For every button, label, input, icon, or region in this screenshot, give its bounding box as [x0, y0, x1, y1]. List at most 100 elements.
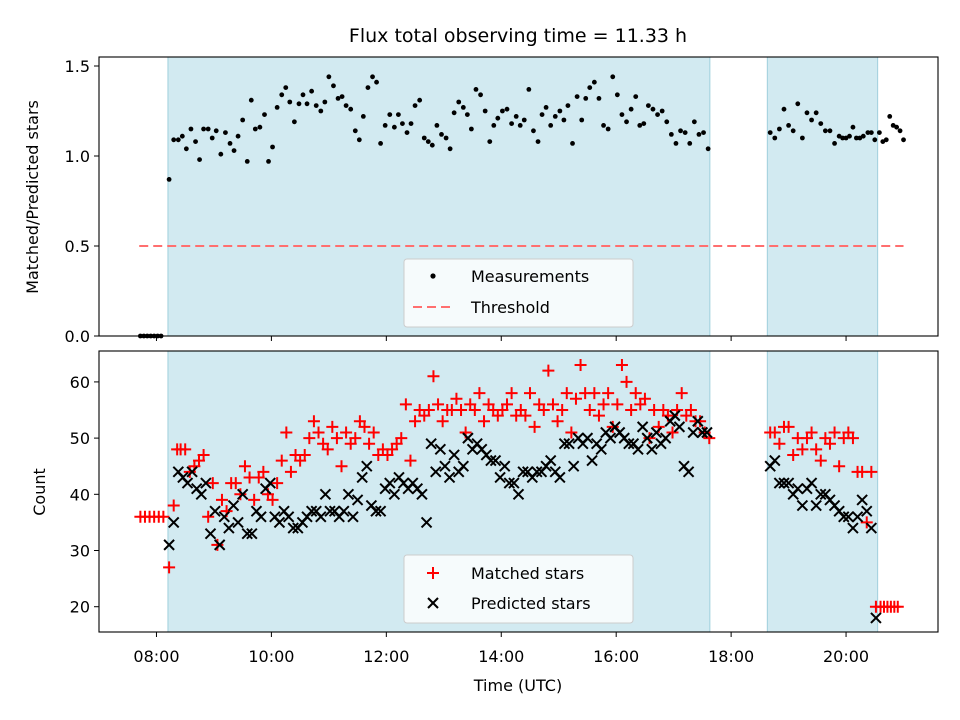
matched-legend-marker [427, 567, 439, 579]
matched-stars-point [638, 392, 651, 405]
matched-stars-point [409, 415, 422, 428]
count-legend-box [403, 554, 634, 624]
measurements-point [365, 85, 371, 90]
y-tick-label: 20 [70, 598, 90, 617]
measurements-point [274, 105, 280, 110]
matched-stars-point [805, 426, 818, 439]
measurements-point [447, 146, 453, 152]
matched-stars-point [335, 460, 348, 473]
matched-stars-point [625, 404, 638, 417]
measurements-point [175, 137, 181, 143]
ratio-panel-frame [98, 56, 939, 337]
measurements-point [894, 124, 900, 130]
ratio-x-ticks [155, 336, 847, 341]
matched-stars-point [275, 454, 288, 467]
measurements-point [619, 112, 625, 117]
matched-stars-point [565, 426, 578, 439]
measurements-point [408, 121, 414, 126]
predicted-stars-point [167, 516, 180, 529]
matched-stars-point [399, 398, 412, 411]
measurements-point [218, 151, 224, 157]
matched-stars-point [684, 404, 697, 417]
measurements-point [370, 74, 375, 80]
measurements-point [624, 119, 629, 125]
predicted-stars-point [356, 471, 368, 484]
measurements-point [614, 92, 620, 98]
measurements-point [901, 137, 906, 143]
matched-stars-point [321, 443, 334, 456]
predicted-stars-point [517, 466, 529, 478]
y-tick-label: 1.0 [65, 147, 90, 166]
measurements-point [287, 99, 293, 105]
measurements-point [587, 85, 593, 90]
measurements-point [641, 121, 647, 126]
predicted-stars-point [246, 527, 258, 540]
measurements-point [300, 92, 306, 98]
predicted-stars-point [632, 443, 644, 456]
ratio-y-label: Matched/Predicted stars [23, 100, 42, 294]
measurements-point [227, 141, 233, 146]
measurements-point [171, 137, 177, 143]
measurements-point [425, 139, 431, 145]
measurements-point [482, 108, 488, 114]
predicted-stars-point [650, 426, 663, 439]
x-axis-label: Time (UTC) [473, 676, 562, 695]
matched-stars-point [422, 404, 435, 417]
predicted-stars-point [512, 488, 525, 501]
measurements-point [495, 115, 501, 121]
matched-stars-point [860, 516, 873, 529]
matched-stars-point [615, 359, 628, 372]
measurements-point [687, 141, 693, 146]
measurements-point [262, 112, 267, 117]
count-y-label: Count [30, 468, 49, 516]
measurements-point [343, 103, 349, 108]
predicted-stars-point [213, 539, 226, 551]
measurements-point [799, 135, 805, 141]
measurements-point [244, 159, 250, 164]
measurements-point [223, 130, 228, 136]
measurements-point [382, 123, 388, 128]
measurements-point [610, 74, 616, 80]
matched-stars-point [828, 426, 841, 439]
predicted-stars-point [181, 477, 194, 489]
predicted-stars-point [200, 477, 212, 489]
predicted-stars-point [544, 454, 557, 467]
measurements-point [840, 135, 846, 141]
matched-stars-point [303, 432, 316, 445]
measurements-point [209, 135, 215, 141]
measurements-point [266, 159, 271, 164]
measurements-point [404, 130, 410, 136]
predicted-stars-point [673, 421, 686, 433]
predicted-stars-point [305, 505, 318, 517]
matched-stars-point [206, 477, 219, 490]
predicted-stars-point [581, 432, 594, 444]
measurements-point [531, 128, 536, 134]
measurements-point [395, 112, 401, 117]
matched-stars-point [782, 420, 795, 433]
predicted-stars-point [462, 432, 474, 444]
measurements-point [248, 97, 254, 103]
measurements-point [655, 112, 660, 117]
measurements-point [696, 132, 702, 137]
predicted-stars-point [856, 494, 868, 506]
measurements-point [813, 110, 819, 116]
predicted-stars-point [769, 454, 781, 467]
predicted-legend-label: Predicted stars [471, 594, 591, 613]
measurements-point [252, 126, 258, 132]
measurements-point [822, 128, 828, 134]
predicted-stars-point [554, 471, 566, 484]
matched-stars-point [468, 404, 481, 417]
measurements-point [356, 137, 362, 143]
measurements-point [456, 99, 462, 105]
predicted-stars-point [388, 488, 401, 501]
predicted-stars-point [448, 449, 460, 461]
predicted-stars-point [218, 511, 230, 523]
measurements-point [348, 106, 354, 112]
measurements-series [137, 74, 906, 339]
measurements-point [659, 108, 665, 114]
predicted-stars-point [646, 443, 658, 456]
measurements-point [832, 141, 837, 146]
measurements-point [197, 157, 202, 163]
matched-stars-point [432, 398, 445, 411]
matched-stars-point [814, 454, 827, 467]
